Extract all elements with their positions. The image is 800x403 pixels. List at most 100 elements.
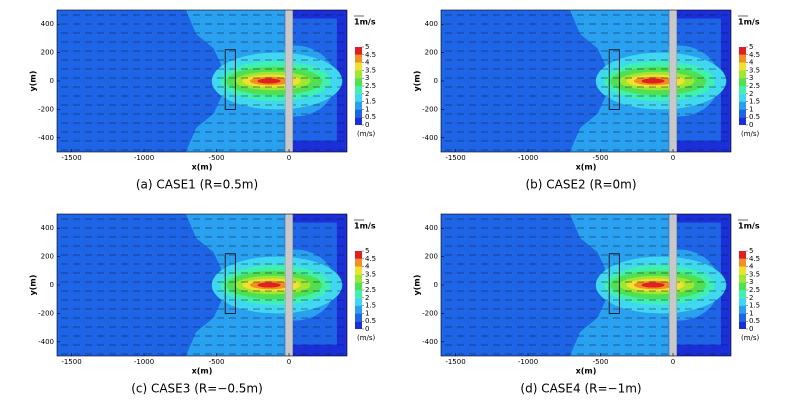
colorbar-label: 2.5 — [749, 82, 760, 90]
colorbar-label: 2 — [365, 294, 369, 302]
colorbar-label: 1 — [365, 105, 369, 113]
panel: -1500 -1000 -500 0 -400 -200 0 200 400 x(m) y(m) (d… — [413, 213, 760, 396]
colorbar-patch — [355, 305, 362, 314]
colorbar-label: 3.5 — [749, 270, 760, 278]
x-tick-label: -1500 — [61, 358, 81, 366]
colorbar-patch — [355, 251, 362, 259]
colorbar-patch — [355, 282, 362, 290]
y-tick-label: -400 — [38, 134, 54, 142]
x-tick-label: -1000 — [518, 358, 538, 366]
colorbar-label: 0.5 — [365, 113, 376, 121]
y-tick-label: 400 — [41, 20, 54, 28]
colorbar-label: 2 — [365, 90, 369, 98]
colorbar-patch — [355, 101, 362, 110]
x-tick-label: 0 — [671, 154, 675, 162]
colorbar-patch — [739, 47, 746, 55]
colorbar-patch — [355, 78, 362, 86]
colorbar-label: 3.5 — [365, 270, 376, 278]
y-axis-label: y(m) — [413, 71, 422, 92]
colorbar-label: 4 — [749, 59, 754, 67]
colorbar-patch — [739, 282, 746, 290]
colorbar-patch — [355, 93, 362, 102]
colorbar-patch — [355, 266, 362, 275]
colorbar-label: 4 — [365, 263, 370, 271]
wall — [285, 10, 293, 152]
y-tick-label: -200 — [422, 309, 438, 317]
colorbar-patch — [739, 251, 746, 259]
wall — [669, 214, 677, 356]
colorbar-patch — [355, 297, 362, 306]
colorbar-patch — [739, 266, 746, 275]
field-zone — [641, 78, 665, 84]
x-tick-label: -500 — [209, 358, 225, 366]
breakwater — [608, 253, 620, 314]
colorbar-label: 0.5 — [749, 317, 760, 325]
y-tick-label: -200 — [422, 105, 438, 113]
breakwater — [224, 49, 236, 110]
colorbar-label: 5 — [749, 43, 753, 51]
panel: -1500 -1000 -500 0 -400 -200 0 200 400 x(m) y(m) (b… — [413, 9, 760, 192]
colorbar-label: 5 — [365, 247, 369, 255]
colorbar-label: 0.5 — [749, 113, 760, 121]
colorbar-patch — [355, 117, 362, 125]
y-tick-label: 200 — [41, 49, 54, 57]
vector-scale-label: 1m/s — [738, 222, 760, 231]
field-zone — [257, 78, 281, 84]
wall — [285, 214, 293, 356]
colorbar-patch — [739, 62, 746, 71]
colorbar-patch — [739, 86, 746, 94]
breakwater — [224, 253, 236, 314]
x-tick-label: -500 — [593, 154, 609, 162]
x-tick-label: -500 — [209, 154, 225, 162]
colorbar-label: 2.5 — [749, 286, 760, 294]
colorbar-patch — [355, 62, 362, 71]
colorbar-patch — [739, 290, 746, 298]
x-axis-label: x(m) — [576, 163, 597, 172]
y-tick-label: 200 — [425, 49, 438, 57]
y-tick-label: -400 — [38, 338, 54, 346]
field-zone — [257, 282, 281, 288]
colorbar-label: 3.5 — [365, 66, 376, 74]
colorbar-patch — [355, 274, 362, 283]
y-tick-label: -400 — [422, 134, 438, 142]
colorbar-patch — [355, 54, 362, 63]
colorbar-patch — [739, 258, 746, 267]
x-tick-label: -1500 — [445, 154, 465, 162]
colorbar-label: 2 — [749, 90, 753, 98]
colorbar-label: 4.5 — [365, 255, 376, 263]
colorbar-patch — [739, 54, 746, 63]
colorbar-label: 5 — [365, 43, 369, 51]
colorbar-patch — [739, 321, 746, 329]
wall — [669, 10, 677, 152]
x-tick-label: 0 — [287, 358, 291, 366]
colorbar-label: 3 — [749, 278, 753, 286]
colorbar-patch — [739, 117, 746, 125]
y-tick-label: 400 — [425, 224, 438, 232]
caption: (a) CASE1 (R=0.5m) — [136, 178, 258, 192]
colorbar-patch — [739, 297, 746, 306]
x-tick-label: -1000 — [134, 154, 154, 162]
x-tick-label: 0 — [671, 358, 675, 366]
vector-scale-label: 1m/s — [354, 18, 376, 27]
x-axis-label: x(m) — [192, 367, 213, 376]
colorbar-patch — [739, 78, 746, 86]
y-tick-label: -200 — [38, 309, 54, 317]
colorbar-patch — [739, 70, 746, 79]
colorbar-patch — [355, 47, 362, 55]
colorbar-unit: (m/s) — [357, 130, 376, 138]
y-axis-label: y(m) — [29, 71, 38, 92]
field — [57, 10, 347, 152]
caption: (d) CASE4 (R=−1m) — [520, 382, 641, 396]
colorbar-label: 4.5 — [749, 51, 760, 59]
colorbar-label: 4 — [365, 59, 370, 67]
y-tick-label: -200 — [38, 105, 54, 113]
y-axis-label: y(m) — [413, 275, 422, 296]
vector-scale-label: 1m/s — [354, 222, 376, 231]
caption: (c) CASE3 (R=−0.5m) — [131, 382, 263, 396]
colorbar-label: 1.5 — [365, 302, 376, 310]
y-tick-label: 200 — [41, 253, 54, 261]
y-tick-label: 200 — [425, 253, 438, 261]
colorbar-label: 0 — [365, 121, 369, 129]
colorbar-patch — [739, 305, 746, 314]
x-tick-label: -1000 — [518, 154, 538, 162]
